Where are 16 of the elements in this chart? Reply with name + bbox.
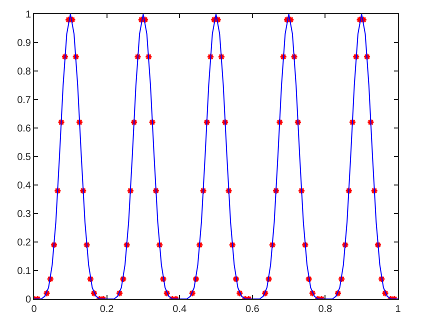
y-tick-label: 0.5 (17, 152, 32, 163)
y-tick-label: 0.9 (17, 38, 32, 49)
y-tick-label: 0.3 (17, 209, 32, 220)
y-tick-label: 1 (25, 10, 32, 20)
y-tick-label: 0.4 (17, 180, 32, 192)
x-tick-label: 0.6 (245, 304, 260, 315)
y-tick-label: 0.7 (17, 95, 32, 106)
y-tick-label: 0.2 (17, 238, 32, 248)
y-tick-label: 0.6 (17, 124, 32, 134)
y-tick-label: 0 (25, 294, 32, 306)
x-tick-label: 0.4 (172, 304, 187, 315)
x-tick-label: 0.8 (318, 304, 333, 315)
x-tick-label: 1 (395, 304, 402, 315)
y-tick-label: 0.1 (17, 266, 32, 277)
y-tick-label: 0.8 (17, 66, 32, 78)
x-tick-label: 0.2 (100, 304, 114, 315)
